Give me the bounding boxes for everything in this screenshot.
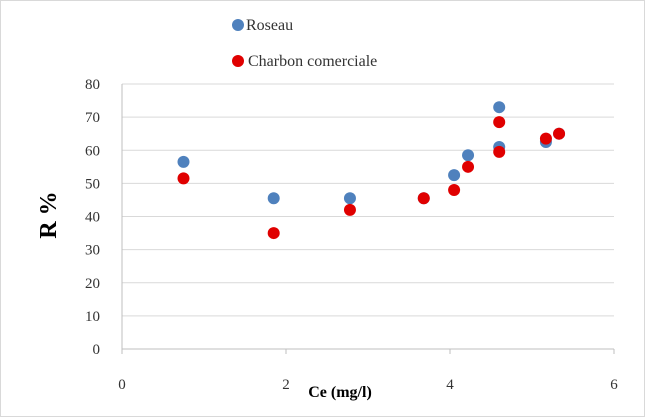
point-charbon-9 [553,127,566,140]
legend-label-charbon: Charbon comerciale [248,53,377,70]
legend-label-roseau: Roseau [246,17,293,34]
legend-marker-roseau [232,19,244,31]
point-charbon-7 [493,145,506,158]
y-axis-ticks: 0 10 20 30 40 50 60 70 80 [85,77,100,358]
point-charbon-1 [267,227,280,240]
point-charbon-5 [462,160,475,173]
legend-marker-charbon [232,55,244,67]
x-tick-label-0: 0 [118,377,126,393]
y-tick-label-80: 80 [85,77,100,93]
data-points [177,101,566,240]
y-tick-label-20: 20 [85,276,100,292]
gridlines [122,83,614,317]
point-charbon-8 [539,132,552,145]
point-charbon-3 [417,192,430,205]
point-roseau-0 [177,155,190,168]
legend-item-roseau: Roseau [232,17,293,34]
y-tick-label-10: 10 [85,309,100,325]
point-roseau-6 [493,101,506,114]
x-tick-label-4: 4 [446,377,454,393]
y-tick-label-50: 50 [85,176,100,192]
x-axis-label: Ce (mg/l) [308,384,372,401]
y-tick-label-60: 60 [85,143,100,159]
legend-item-charbon: Charbon comerciale [232,53,377,70]
point-roseau-5 [462,149,475,162]
y-axis-label: R % [36,191,62,238]
x-tick-label-6: 6 [610,377,618,393]
y-tick-label-30: 30 [85,243,100,259]
point-charbon-4 [448,184,461,196]
point-roseau-2 [343,192,356,205]
point-charbon-2 [343,203,356,216]
point-roseau-1 [267,192,280,205]
point-roseau-4 [448,169,461,182]
y-tick-label-40: 40 [85,210,100,226]
point-charbon-6 [493,116,506,129]
y-tick-label-0: 0 [93,342,101,358]
point-charbon-0 [177,172,190,185]
x-axis-ticks: 0 2 4 6 [118,377,618,393]
legend: Roseau Charbon comerciale [232,17,377,70]
x-tick-label-2: 2 [282,377,290,393]
axes [121,84,615,354]
y-tick-label-70: 70 [85,110,100,126]
